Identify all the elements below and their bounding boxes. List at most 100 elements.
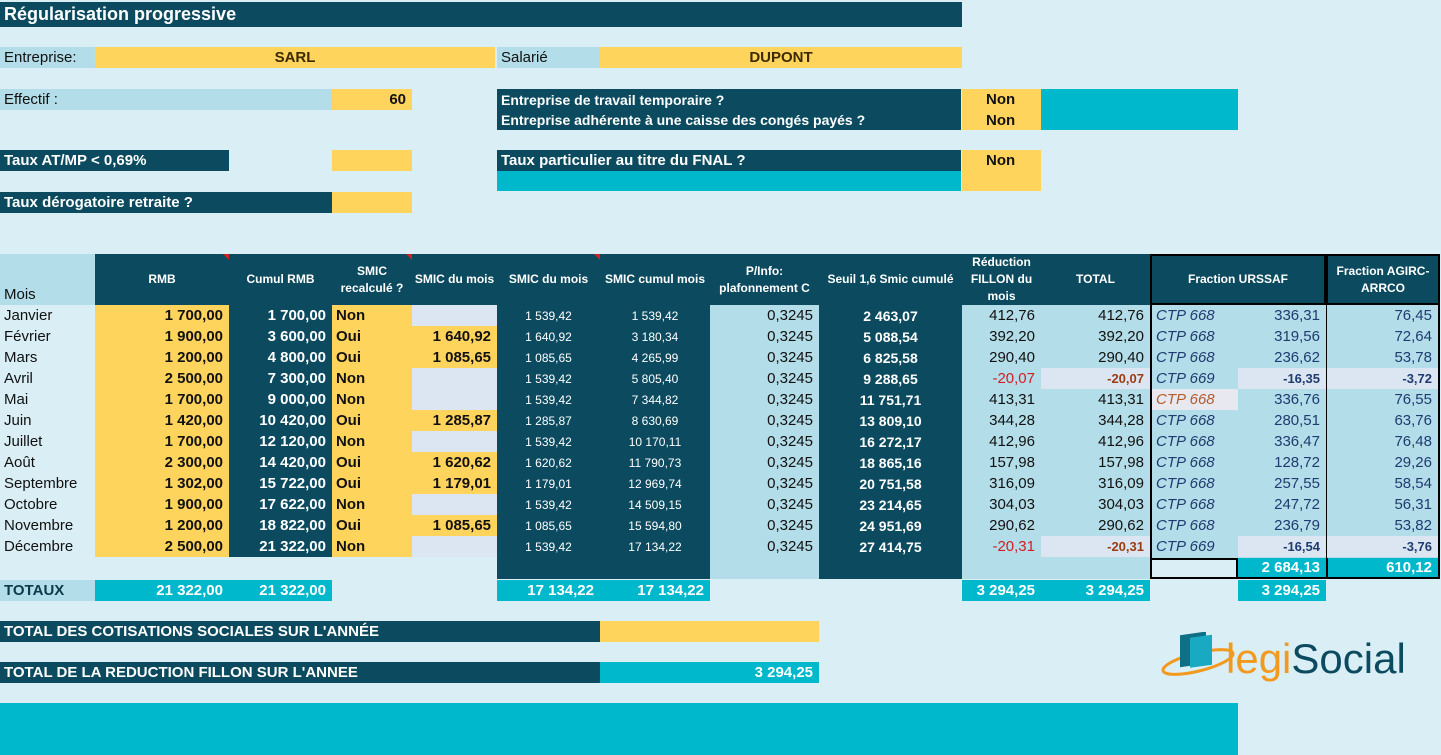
cell-smic-mois: 1 539,42: [525, 371, 572, 386]
cell-smic-mois: 1 179,01: [525, 476, 572, 491]
fraction-divider: [1326, 305, 1327, 558]
cell-smic-recalc[interactable]: Non: [332, 494, 412, 515]
bottom-band: [0, 703, 1238, 755]
cell-rmb[interactable]: 1 200,00: [164, 517, 223, 534]
cell-ctp: CTP 668: [1152, 389, 1238, 410]
cell-seuil: 11 751,71: [859, 391, 922, 408]
cell-smic-recalc[interactable]: Oui: [332, 347, 412, 368]
cell-agirc: 53,78: [1394, 349, 1432, 366]
cell-rmb[interactable]: 2 500,00: [164, 370, 223, 387]
cell-smic-cumul: 1 539,42: [631, 308, 679, 323]
cell-smic-recalc[interactable]: Oui: [332, 326, 412, 347]
cell-seuil: 20 751,58: [859, 475, 922, 492]
header-smic-du-mois-input: SMIC du mois: [412, 254, 497, 305]
cell-rmb[interactable]: 2 300,00: [164, 454, 223, 471]
cell-rmb[interactable]: 2 500,00: [164, 538, 223, 555]
totaux-rmb: 21 322,00: [95, 580, 229, 601]
cell-smic-recalc[interactable]: Non: [332, 305, 412, 326]
cell-smic-recalc[interactable]: Non: [332, 389, 412, 410]
cell-pinfo: 0,3245: [767, 496, 813, 513]
col-pinfo-bg: [710, 305, 819, 579]
temp-work-select[interactable]: Non: [962, 89, 1041, 110]
cell-smic-cumul: 10 170,11: [628, 434, 682, 449]
cell-smic-recalc[interactable]: Oui: [332, 473, 412, 494]
cell-smic-input[interactable]: 1 620,62: [412, 452, 497, 473]
cell-ctp: CTP 668: [1156, 496, 1215, 513]
questions-fill: [1041, 89, 1238, 130]
taux-atmp-field[interactable]: [332, 150, 412, 171]
cell-reduction: 392,20: [989, 328, 1035, 345]
cell-rmb[interactable]: 1 700,00: [164, 391, 223, 408]
totaux-total: 3 294,25: [1041, 580, 1150, 601]
cell-cumul-rmb: 10 420,00: [259, 412, 326, 429]
cell-smic-cumul: 15 594,80: [628, 518, 682, 533]
cell-smic-input[interactable]: 1 285,87: [412, 410, 497, 431]
cell-reduction: 290,62: [989, 517, 1035, 534]
cell-agirc: 56,31: [1394, 496, 1432, 513]
cell-smic-recalc[interactable]: Non: [332, 431, 412, 452]
cell-smic-recalc[interactable]: Oui: [332, 452, 412, 473]
cell-total: -20,07: [1041, 368, 1150, 389]
subtotal-agirc: 610,12: [1326, 558, 1440, 579]
entreprise-label: Entreprise:: [0, 47, 95, 68]
cell-smic-input[interactable]: 1 085,65: [412, 515, 497, 536]
cell-mois: Avril: [4, 370, 33, 387]
cell-smic-input[interactable]: 1 085,65: [412, 347, 497, 368]
cell-smic-mois: 1 640,92: [525, 329, 572, 344]
cell-reduction: 316,09: [989, 475, 1035, 492]
logo-text-social: Social: [1291, 635, 1406, 682]
cell-total: 304,03: [1098, 496, 1144, 513]
header-agirc: Fraction AGIRC-ARRCO: [1326, 254, 1440, 305]
cell-smic-input[interactable]: [412, 368, 497, 389]
cell-rmb[interactable]: 1 302,00: [164, 475, 223, 492]
cell-ctp: CTP 668: [1156, 412, 1215, 429]
cell-mois: Juillet: [4, 433, 43, 450]
cell-rmb[interactable]: 1 200,00: [164, 349, 223, 366]
cell-agirc: 76,45: [1394, 307, 1432, 324]
cell-cumul-rmb: 17 622,00: [259, 496, 326, 513]
temp-work-label: Entreprise de travail temporaire ?: [501, 91, 725, 108]
cell-cumul-rmb: 7 300,00: [267, 370, 326, 387]
cell-smic-mois: 1 085,65: [525, 518, 572, 533]
cell-smic-input[interactable]: [412, 536, 497, 557]
cell-agirc: -3,72: [1327, 368, 1438, 389]
cell-smic-input[interactable]: [412, 431, 497, 452]
cell-cumul-rmb: 3 600,00: [267, 328, 326, 345]
cell-smic-recalc[interactable]: Oui: [332, 515, 412, 536]
conges-select[interactable]: Non: [962, 110, 1041, 130]
cell-smic-input[interactable]: [412, 305, 497, 326]
cell-rmb[interactable]: 1 900,00: [164, 328, 223, 345]
cell-rmb[interactable]: 1 420,00: [164, 412, 223, 429]
cell-ctp: CTP 668: [1156, 517, 1215, 534]
effectif-field[interactable]: 60: [332, 89, 412, 110]
cell-seuil: 5 088,54: [863, 328, 918, 345]
taux-atmp-label: Taux AT/MP < 0,69%: [0, 150, 229, 171]
taux-derog-field[interactable]: [332, 192, 412, 213]
cell-seuil: 18 865,16: [859, 454, 922, 471]
fnal-select[interactable]: Non: [962, 150, 1041, 191]
cell-smic-recalc[interactable]: Non: [332, 536, 412, 557]
totaux-reduction: 3 294,25: [962, 580, 1041, 601]
cell-ctp: CTP 668: [1156, 433, 1215, 450]
header-smic-cumul: SMIC cumul mois: [600, 254, 710, 305]
cell-rmb[interactable]: 1 700,00: [164, 307, 223, 324]
cell-smic-input[interactable]: 1 179,01: [412, 473, 497, 494]
entreprise-field[interactable]: SARL: [95, 47, 495, 68]
cell-urssaf: -16,54: [1238, 536, 1326, 557]
cell-cumul-rmb: 1 700,00: [267, 307, 326, 324]
col-cumul-bg: [229, 305, 332, 557]
cell-cumul-rmb: 21 322,00: [259, 538, 326, 555]
header-smic-recalc: SMIC recalculé ?: [332, 254, 412, 305]
cell-smic-recalc[interactable]: Non: [332, 368, 412, 389]
questions-block: [497, 89, 961, 130]
cell-smic-input[interactable]: [412, 494, 497, 515]
cell-rmb[interactable]: 1 700,00: [164, 433, 223, 450]
cell-smic-input[interactable]: [412, 389, 497, 410]
cell-smic-recalc[interactable]: Oui: [332, 410, 412, 431]
cell-smic-input[interactable]: 1 640,92: [412, 326, 497, 347]
cell-urssaf: 247,72: [1274, 496, 1320, 513]
header-mois: Mois: [4, 286, 36, 303]
cell-rmb[interactable]: 1 900,00: [164, 496, 223, 513]
salarie-field[interactable]: DUPONT: [600, 47, 962, 68]
cell-mois: Octobre: [4, 496, 58, 513]
